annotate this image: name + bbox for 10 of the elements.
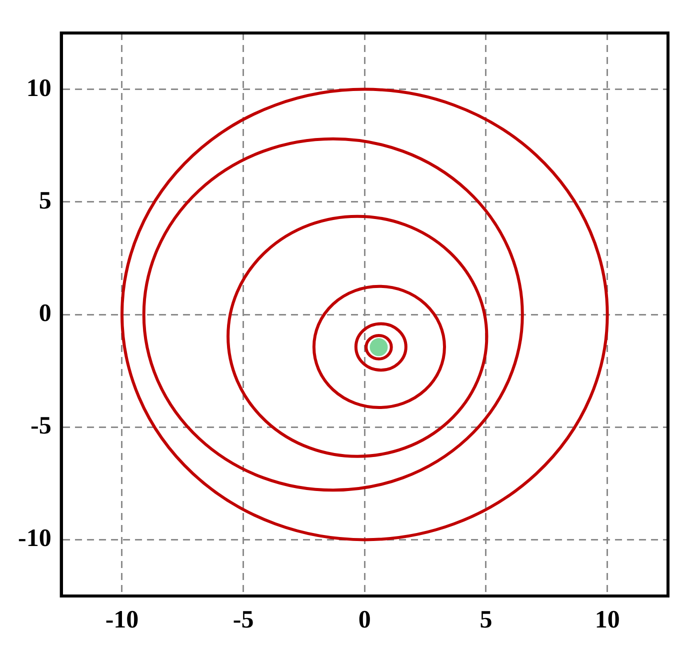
x-tick-label: -10 (105, 606, 139, 634)
x-tick-label: 0 (358, 606, 371, 634)
y-tick-label: -10 (18, 525, 52, 552)
x-tick-label: -5 (232, 606, 254, 634)
x-tick-label: 10 (594, 606, 620, 634)
x-tick-label: 5 (480, 606, 492, 634)
y-tick-label: 10 (26, 74, 52, 102)
y-tick-label: -5 (30, 412, 52, 440)
y-tick-label: 5 (38, 187, 52, 214)
y-tick-label: 0 (38, 300, 52, 327)
